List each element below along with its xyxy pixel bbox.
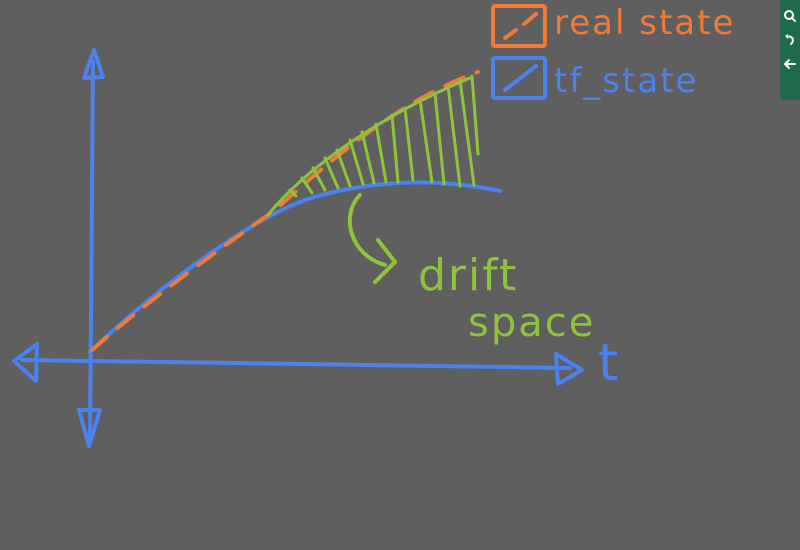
zoom-button[interactable] bbox=[781, 4, 799, 28]
space-label: space bbox=[468, 300, 595, 346]
tf-state-legend-swatch bbox=[491, 56, 547, 100]
drift-label: drift bbox=[418, 250, 518, 301]
real-state-curve bbox=[90, 70, 480, 352]
tf-state-curve bbox=[88, 180, 502, 354]
undo-button[interactable] bbox=[781, 28, 799, 52]
x-axis bbox=[20, 358, 572, 370]
real-state-legend-label: real state bbox=[554, 3, 735, 43]
tf-state-legend-label: tf_state bbox=[554, 61, 698, 101]
side-toolbar bbox=[780, 0, 800, 100]
t-axis-label: t bbox=[598, 333, 620, 393]
x-axis-arrow-right bbox=[554, 352, 584, 386]
back-button[interactable] bbox=[781, 52, 799, 76]
y-axis-arrow-bottom bbox=[77, 408, 102, 448]
drift-arrow bbox=[347, 193, 397, 284]
back-icon bbox=[784, 59, 796, 69]
x-axis-arrow-left bbox=[12, 342, 39, 383]
y-axis bbox=[88, 60, 95, 442]
legend: real state tf_state bbox=[491, 3, 735, 101]
y-axis-arrow-top bbox=[82, 48, 105, 80]
undo-icon bbox=[785, 34, 794, 45]
zoom-icon bbox=[784, 10, 796, 22]
axes: t bbox=[12, 48, 620, 448]
real-state-legend-swatch bbox=[491, 4, 547, 48]
drift-space-hatching bbox=[266, 74, 480, 217]
